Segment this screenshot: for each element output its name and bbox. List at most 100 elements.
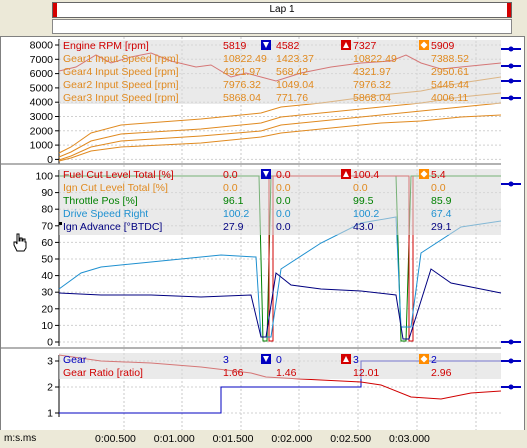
panel1-tick-label: 1000 bbox=[30, 140, 54, 152]
panel2-tick-label: 0 bbox=[47, 337, 53, 349]
panel1-tick-label: 6000 bbox=[30, 68, 54, 80]
panel1-legend-v4: 5445.44 bbox=[431, 79, 469, 91]
panel2-legend-v3: 100.2 bbox=[353, 208, 379, 220]
lap-end-marker[interactable] bbox=[507, 3, 511, 17]
gear3-speed-trace bbox=[58, 102, 502, 161]
panel1-legend-v2: 568.42 bbox=[276, 66, 308, 78]
panel2-tick-label: 10 bbox=[41, 320, 53, 332]
panel1-legend-v4: 2950.61 bbox=[431, 66, 469, 78]
panel3-legend-v2: 1.46 bbox=[276, 367, 297, 379]
panel2-tick-label: 40 bbox=[41, 270, 53, 282]
panel1-legend-v1: 10822.49 bbox=[223, 53, 267, 65]
chart-area[interactable]: 8000 7000 6000 5000 4000 3000 2000 1000 0 100 90 80… bbox=[0, 36, 525, 431]
panel2-legend-v2: 0.0 bbox=[276, 221, 291, 233]
chart-canvas[interactable]: 8000700060005000400030002000100001009080… bbox=[1, 37, 524, 430]
panel1-tick-label: 5000 bbox=[30, 82, 54, 94]
channel-end-dot[interactable] bbox=[508, 63, 514, 69]
triangle-up-glyph bbox=[343, 171, 349, 177]
lap-label: Lap 1 bbox=[269, 4, 295, 15]
time-tick-label: 0:02.000 bbox=[271, 433, 313, 445]
panel1-tick-label: 4000 bbox=[30, 97, 54, 109]
diamond-glyph bbox=[420, 355, 428, 363]
channel-end-dot[interactable] bbox=[508, 78, 514, 84]
panel2-legend-v1: 0.0 bbox=[223, 182, 238, 194]
channel-end-dot[interactable] bbox=[508, 95, 514, 101]
channel-end-dot[interactable] bbox=[508, 358, 514, 364]
panel1-legend-v1: 4321.97 bbox=[223, 66, 261, 78]
panel3-legend-v4: 2.96 bbox=[431, 367, 452, 379]
panel2-legend-v3: 43.0 bbox=[353, 221, 374, 233]
panel2-legend-v4: 67.4 bbox=[431, 208, 452, 220]
time-axis[interactable]: m:s.ms 0:00.500 0:01.000 0:01.500 0:02.000 0… bbox=[0, 430, 527, 448]
panel1-tick-label: 2000 bbox=[30, 125, 54, 137]
panel2-legend-v3: 0.0 bbox=[353, 182, 368, 194]
channel-end-dot[interactable] bbox=[508, 384, 514, 390]
panel1-legend-name: Engine RPM [rpm] bbox=[63, 40, 149, 52]
panel2-legend-v4: 0.0 bbox=[431, 182, 446, 194]
panel2-tick-label: 90 bbox=[41, 187, 53, 199]
panel1-legend-name: Gear4 Input Speed [rpm] bbox=[63, 66, 179, 78]
panel1-legend-name: Gear2 Input Speed [rpm] bbox=[63, 79, 179, 91]
panel3-legend-v2: 0 bbox=[276, 354, 282, 366]
panel1-legend-v4: 4006.11 bbox=[431, 92, 468, 104]
panel1-legend-v3: 4321.97 bbox=[353, 66, 391, 78]
channel-end-dot[interactable] bbox=[508, 339, 514, 345]
triangle-down-glyph bbox=[263, 356, 269, 362]
panel2-legend-name: Ign Cut Level Total [%] bbox=[63, 182, 168, 194]
panel1-tick-label: 8000 bbox=[30, 40, 54, 52]
panel1-legend-v1: 5868.04 bbox=[223, 92, 261, 104]
panel2-legend-v2: 0.0 bbox=[276, 208, 291, 220]
panel1-legend-v3: 5868.04 bbox=[353, 92, 391, 104]
drive-speed-trace bbox=[58, 216, 502, 338]
time-tick-label: 0:02.500 bbox=[330, 433, 372, 445]
panel1-legend-bg bbox=[59, 40, 501, 104]
panel3-legend-v1: 1.66 bbox=[223, 367, 244, 379]
panel2-tick-label: 30 bbox=[41, 287, 53, 299]
channel-end-dot[interactable] bbox=[508, 181, 514, 187]
panel2-legend-v1: 0.0 bbox=[223, 169, 238, 181]
triangle-up-glyph bbox=[343, 42, 349, 48]
panel2-legend-v2: 0.0 bbox=[276, 182, 291, 194]
panel2-legend-v2: 0.0 bbox=[276, 195, 291, 207]
panel2-legend-v2: 0.0 bbox=[276, 169, 291, 181]
hand-pointer-icon bbox=[13, 233, 27, 252]
panel2-tick-label: 60 bbox=[41, 237, 53, 249]
triangle-up-glyph bbox=[343, 356, 349, 362]
lap-start-marker[interactable] bbox=[53, 3, 57, 17]
panel3-tick-label: 2 bbox=[47, 382, 53, 394]
triangle-down-glyph bbox=[263, 171, 269, 177]
triangle-down-glyph bbox=[263, 42, 269, 48]
panel2-tick-label: 50 bbox=[41, 254, 53, 266]
panel2-tick-label: 80 bbox=[41, 204, 53, 216]
ign-advance-trace bbox=[58, 268, 502, 340]
panel2-legend-name: Throttle Pos [%] bbox=[63, 195, 138, 207]
diamond-glyph bbox=[420, 170, 428, 178]
panel1-legend-v2: 1423.37 bbox=[276, 53, 314, 65]
panel2-tick-label: 70 bbox=[41, 220, 53, 232]
panel3-legend-v4: 2 bbox=[431, 354, 437, 366]
panel2-legend-v3: 100.4 bbox=[353, 169, 379, 181]
panel2-legend-bg bbox=[59, 169, 501, 235]
panel2-legend-name: Fuel Cut Level Total [%] bbox=[63, 169, 174, 181]
panel3-legend-v3: 3 bbox=[353, 354, 359, 366]
panel2-legend-v4: 29.1 bbox=[431, 221, 452, 233]
gear4-speed-trace bbox=[58, 114, 502, 162]
panel1-legend-v4: 7388.52 bbox=[431, 53, 469, 65]
panel1-legend-v3: 7327 bbox=[353, 40, 377, 52]
panel2-legend-v1: 96.1 bbox=[223, 195, 244, 207]
channel-end-dot[interactable] bbox=[508, 46, 514, 52]
time-tick-label: 0:01.000 bbox=[153, 433, 195, 445]
panel1-legend-v2: 4582 bbox=[276, 40, 300, 52]
lap-bar[interactable]: Lap 1 bbox=[52, 2, 512, 18]
time-axis-unit: m:s.ms bbox=[4, 433, 37, 444]
panel1-legend-v1: 5819 bbox=[223, 40, 247, 52]
ign-advance-bullet bbox=[59, 222, 62, 225]
panel1-legend-v2: 771.76 bbox=[276, 92, 308, 104]
panel3-legend-v3: 12.01 bbox=[353, 367, 379, 379]
time-tick-label: 0:03.000 bbox=[389, 433, 430, 445]
panel3-legend-name: Gear Ratio [ratio] bbox=[63, 367, 143, 379]
panel1-tick-label: 0 bbox=[47, 154, 53, 166]
lap-range-bar[interactable] bbox=[52, 19, 512, 34]
panel2-legend-name: Drive Speed Right bbox=[63, 208, 148, 220]
